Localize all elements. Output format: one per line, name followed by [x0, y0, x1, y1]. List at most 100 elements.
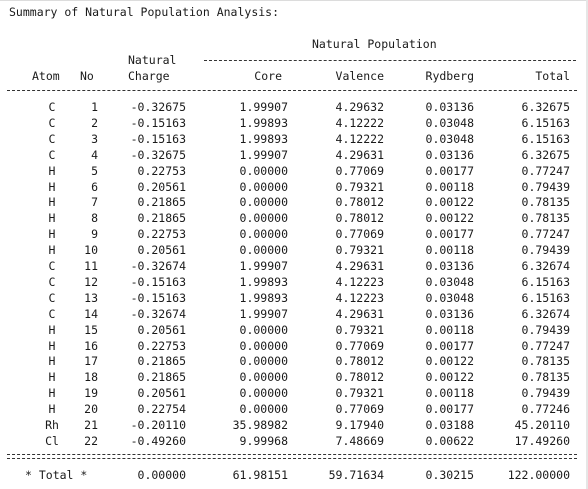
- cell-charge: -0.32674: [130, 259, 186, 273]
- cell-valence: 4.29631: [335, 306, 384, 321]
- header-core: Core: [254, 69, 282, 83]
- cell-core: 0.00000: [239, 338, 288, 353]
- cell-atom: H: [48, 211, 56, 226]
- cell-valence: 4.12223: [335, 290, 384, 305]
- cell-rydberg: 0.03048: [425, 115, 474, 130]
- cell-atom: H: [48, 402, 56, 417]
- cell-no: 13: [84, 290, 98, 305]
- cell-valence: 9.17940: [335, 418, 384, 432]
- cell-valence: 0.77069: [335, 338, 384, 353]
- cell-valence: 4.29631: [335, 259, 384, 273]
- cell-valence: 7.48669: [335, 433, 384, 448]
- cell-no: 8: [91, 211, 98, 226]
- cell-core: 1.99907: [239, 147, 288, 162]
- cell-no: 7: [91, 195, 98, 210]
- cell-atom: H: [48, 386, 56, 401]
- cell-atom: C: [48, 131, 56, 146]
- cell-core: 0.00000: [239, 195, 288, 210]
- cell-atom: H: [48, 338, 56, 353]
- cell-core: 1.99893: [239, 274, 288, 289]
- cell-valence: 0.78012: [335, 211, 384, 226]
- cell-charge: 0.21865: [137, 370, 186, 385]
- cell-core: 35.98982: [232, 418, 288, 432]
- cell-no: 1: [91, 100, 98, 114]
- cell-valence: 0.78012: [335, 195, 384, 210]
- total-rydberg: 0.30215: [425, 468, 474, 482]
- cell-valence: 0.79321: [335, 243, 384, 258]
- cell-total: 0.79439: [521, 386, 570, 401]
- cell-no: 3: [91, 131, 98, 146]
- cell-total: 0.79439: [521, 243, 570, 258]
- cell-valence: 0.78012: [335, 370, 384, 385]
- cell-core: 0.00000: [239, 163, 288, 178]
- cell-no: 9: [91, 227, 98, 242]
- header-atom: Atom: [32, 69, 60, 83]
- cell-total: 6.32675: [521, 100, 570, 114]
- cell-core: 1.99893: [239, 290, 288, 305]
- cell-total: 0.79439: [521, 179, 570, 194]
- cell-total: 6.32674: [521, 259, 570, 273]
- total-label: * Total *: [25, 468, 88, 482]
- cell-atom: H: [48, 370, 56, 385]
- header-total: Total: [535, 69, 570, 83]
- cell-charge: 0.22753: [137, 163, 186, 178]
- cell-core: 0.00000: [239, 243, 288, 258]
- cell-atom: C: [48, 306, 56, 321]
- cell-no: 19: [84, 386, 98, 401]
- cell-core: 0.00000: [239, 179, 288, 194]
- cell-rydberg: 0.00122: [425, 354, 474, 369]
- cell-core: 1.99893: [239, 131, 288, 146]
- cell-atom: H: [48, 163, 56, 178]
- cell-no: 21: [84, 418, 98, 432]
- header-natural-population: Natural Population: [312, 37, 437, 51]
- cell-charge: 0.20561: [137, 179, 186, 194]
- cell-charge: -0.15163: [130, 290, 186, 305]
- cell-total: 6.15163: [521, 274, 570, 289]
- cell-rydberg: 0.03048: [425, 274, 474, 289]
- cell-core: 0.00000: [239, 354, 288, 369]
- total-separator: [7, 454, 577, 459]
- cell-rydberg: 0.00177: [425, 402, 474, 417]
- cell-core: 1.99907: [239, 100, 288, 114]
- cell-rydberg: 0.00622: [425, 433, 474, 448]
- cell-total: 0.77247: [521, 338, 570, 353]
- cell-atom: H: [48, 195, 56, 210]
- cell-total: 6.15163: [521, 115, 570, 130]
- cell-rydberg: 0.00118: [425, 386, 474, 401]
- cell-core: 0.00000: [239, 386, 288, 401]
- cell-no: 18: [84, 370, 98, 385]
- cell-atom: C: [48, 100, 56, 114]
- cell-charge: -0.49260: [130, 433, 186, 448]
- cell-no: 20: [84, 402, 98, 417]
- cell-core: 1.99907: [239, 259, 288, 273]
- header-natural: Natural: [128, 53, 177, 67]
- cell-valence: 0.77069: [335, 402, 384, 417]
- cell-charge: 0.21865: [137, 354, 186, 369]
- cell-rydberg: 0.03136: [425, 259, 474, 273]
- cell-total: 6.15163: [521, 290, 570, 305]
- cell-no: 15: [84, 322, 98, 337]
- cell-atom: C: [48, 115, 56, 130]
- cell-total: 0.77247: [521, 227, 570, 242]
- cell-charge: -0.32675: [130, 100, 186, 114]
- cell-rydberg: 0.03048: [425, 290, 474, 305]
- cell-rydberg: 0.03188: [425, 418, 474, 432]
- header-no: No: [80, 69, 94, 83]
- cell-charge: 0.20561: [137, 243, 186, 258]
- cell-total: 0.78135: [521, 354, 570, 369]
- cell-atom: Rh: [45, 418, 59, 432]
- cell-rydberg: 0.00118: [425, 322, 474, 337]
- cell-atom: H: [48, 227, 56, 242]
- cell-valence: 4.12222: [335, 115, 384, 130]
- total-charge: 0.00000: [137, 468, 186, 482]
- cell-charge: 0.20561: [137, 322, 186, 337]
- cell-rydberg: 0.03136: [425, 306, 474, 321]
- cell-no: 16: [84, 338, 98, 353]
- cell-rydberg: 0.00122: [425, 195, 474, 210]
- cell-atom: C: [48, 259, 56, 273]
- summary-title: Summary of Natural Population Analysis:: [9, 5, 280, 19]
- cell-total: 6.32675: [521, 147, 570, 162]
- cell-rydberg: 0.00177: [425, 163, 474, 178]
- cell-charge: -0.32675: [130, 147, 186, 162]
- pane-top-edge: [0, 0, 588, 1]
